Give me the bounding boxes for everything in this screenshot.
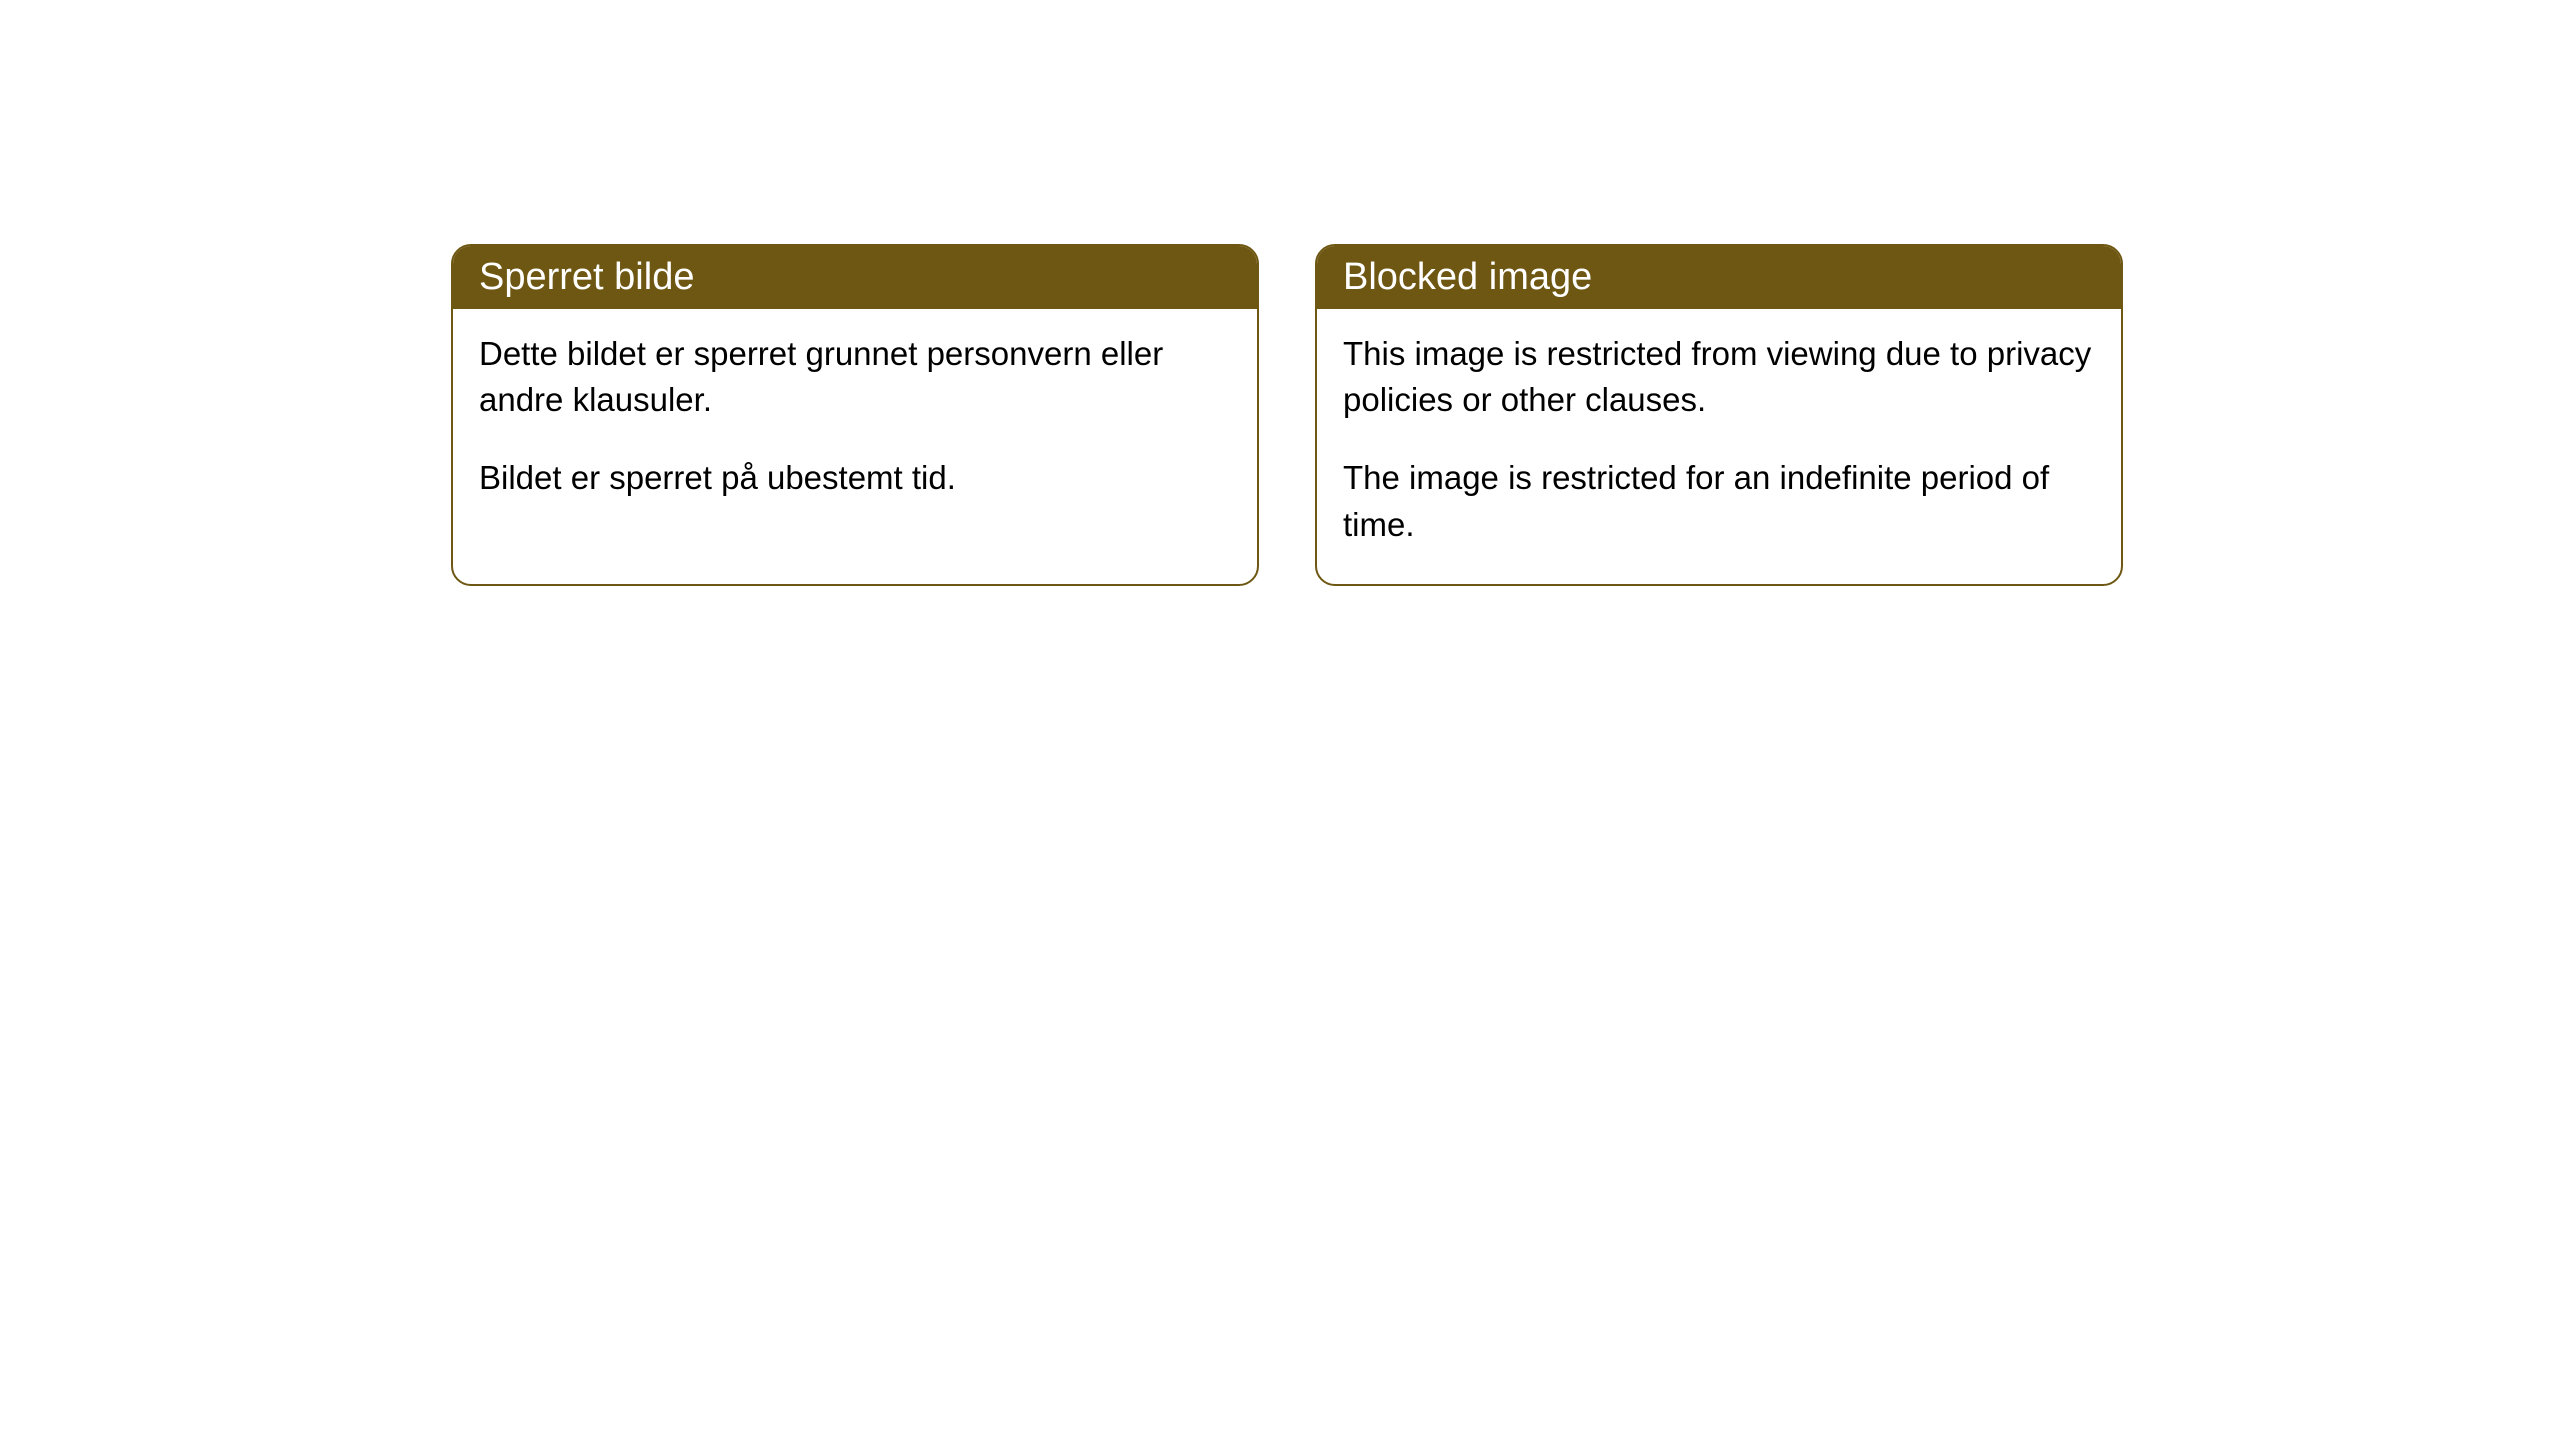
notice-card-english: Blocked image This image is restricted f…	[1315, 244, 2123, 586]
notice-text-norwegian-p1: Dette bildet er sperret grunnet personve…	[479, 331, 1231, 423]
notice-body-norwegian: Dette bildet er sperret grunnet personve…	[453, 309, 1257, 538]
notice-cards-container: Sperret bilde Dette bildet er sperret gr…	[0, 0, 2560, 586]
notice-text-norwegian-p2: Bildet er sperret på ubestemt tid.	[479, 455, 1231, 501]
notice-body-english: This image is restricted from viewing du…	[1317, 309, 2121, 584]
notice-text-english-p2: The image is restricted for an indefinit…	[1343, 455, 2095, 547]
notice-header-norwegian: Sperret bilde	[453, 246, 1257, 309]
notice-header-english: Blocked image	[1317, 246, 2121, 309]
notice-card-norwegian: Sperret bilde Dette bildet er sperret gr…	[451, 244, 1259, 586]
notice-text-english-p1: This image is restricted from viewing du…	[1343, 331, 2095, 423]
